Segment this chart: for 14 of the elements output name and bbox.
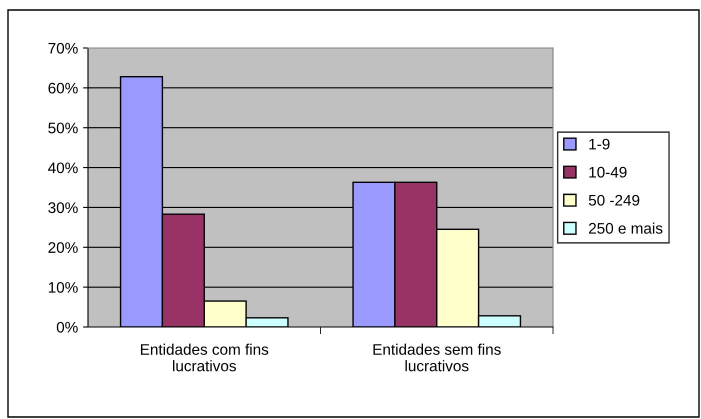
x-tick-label: Entidades com fins lucrativos xyxy=(140,344,268,372)
legend-label: 250 e mais xyxy=(588,222,662,234)
y-tick-label: 70% xyxy=(48,42,78,54)
y-tick-label: 10% xyxy=(48,282,78,293)
legend-label: 50 -249 xyxy=(588,194,640,206)
y-tick-label: 0% xyxy=(56,322,78,333)
y-tick-label: 50% xyxy=(48,122,78,134)
x-tick-label: Entidades sem fins lucrativos xyxy=(373,344,501,372)
y-tick-label: 30% xyxy=(48,202,78,214)
y-tick-label: 40% xyxy=(48,162,78,174)
legend-label: 1-9 xyxy=(589,138,610,150)
y-tick-label: 60% xyxy=(48,82,78,94)
legend-label: 10-49 xyxy=(589,166,627,178)
y-tick-label: 20% xyxy=(48,242,78,253)
